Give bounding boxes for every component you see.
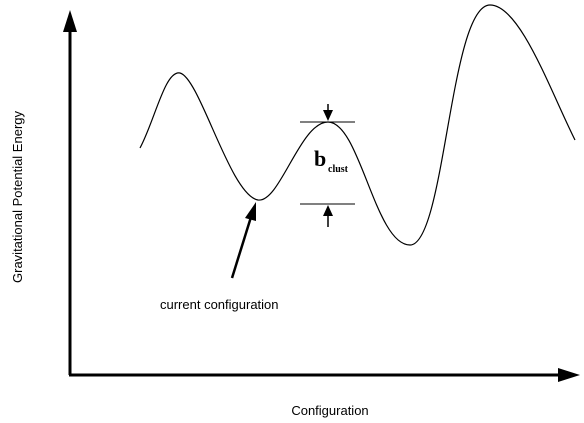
- x-axis-arrowhead: [558, 368, 580, 382]
- y-axis-arrowhead: [63, 10, 77, 32]
- pointer-arrowhead: [245, 202, 256, 221]
- x-axis-label: Configuration: [291, 403, 368, 418]
- barrier-subscript: clust: [328, 164, 349, 175]
- y-axis-label: Gravitational Potential Energy: [10, 111, 25, 283]
- barrier-symbol: b: [314, 146, 326, 171]
- pointer-arrow: [230, 216, 253, 279]
- energy-curve: [139, 4, 576, 246]
- barrier-arrowhead-top: [323, 110, 333, 121]
- pointer-label: current configuration: [160, 297, 279, 312]
- barrier-arrowhead-bottom: [323, 205, 333, 216]
